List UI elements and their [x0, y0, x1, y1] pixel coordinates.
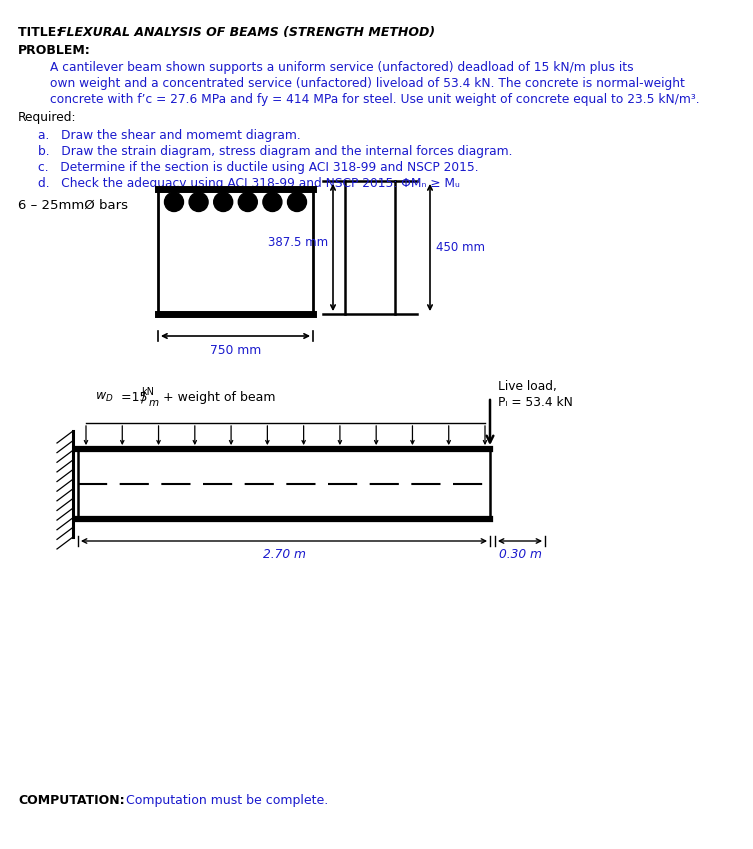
- Text: TITLE:: TITLE:: [18, 26, 66, 39]
- Bar: [78, 449, 490, 519]
- Text: Required:: Required:: [18, 111, 77, 124]
- Text: $m$: $m$: [148, 398, 160, 408]
- Circle shape: [238, 193, 258, 211]
- Text: 750 mm: 750 mm: [210, 344, 261, 357]
- Circle shape: [263, 193, 282, 211]
- Text: FLEXURAL ANALYSIS OF BEAMS (STRENGTH METHOD): FLEXURAL ANALYSIS OF BEAMS (STRENGTH MET…: [58, 26, 435, 39]
- Text: + weight of beam: + weight of beam: [159, 391, 276, 403]
- Text: 6 – 25mmØ bars: 6 – 25mmØ bars: [18, 199, 128, 212]
- Text: d.   Check the adequacy using ACI 318-99 and NSCP 2015: ΦMₙ ≥ Mᵤ: d. Check the adequacy using ACI 318-99 a…: [38, 177, 460, 190]
- Text: $w_D$: $w_D$: [95, 391, 114, 403]
- Circle shape: [288, 193, 306, 211]
- Text: own weight and a concentrated service (unfactored) liveload of 53.4 kN. The conc: own weight and a concentrated service (u…: [50, 77, 685, 90]
- Circle shape: [214, 193, 233, 211]
- Text: 387.5 mm: 387.5 mm: [268, 236, 328, 249]
- Text: concrete with f’c = 27.6 MPa and fy = 414 MPa for steel. Use unit weight of conc: concrete with f’c = 27.6 MPa and fy = 41…: [50, 93, 700, 106]
- Text: Computation must be complete.: Computation must be complete.: [118, 794, 328, 807]
- Text: Live load,: Live load,: [498, 380, 557, 393]
- Text: 2.70 m: 2.70 m: [263, 548, 306, 561]
- Circle shape: [164, 193, 184, 211]
- Text: PROBLEM:: PROBLEM:: [18, 44, 91, 57]
- Bar: [158, 189, 313, 314]
- Text: /: /: [141, 391, 145, 404]
- Text: c.   Determine if the section is ductile using ACI 318-99 and NSCP 2015.: c. Determine if the section is ductile u…: [38, 161, 479, 174]
- Circle shape: [189, 193, 208, 211]
- Text: Pₗ = 53.4 kN: Pₗ = 53.4 kN: [498, 396, 573, 409]
- Text: A cantilever beam shown supports a uniform service (unfactored) deadload of 15 k: A cantilever beam shown supports a unifo…: [50, 61, 633, 74]
- Text: b.   Draw the strain diagram, stress diagram and the internal forces diagram.: b. Draw the strain diagram, stress diagr…: [38, 145, 513, 158]
- Text: COMPUTATION:: COMPUTATION:: [18, 794, 125, 807]
- Text: a.   Draw the shear and momemt diagram.: a. Draw the shear and momemt diagram.: [38, 129, 300, 142]
- Text: =15: =15: [117, 391, 148, 403]
- Text: 450 mm: 450 mm: [436, 241, 485, 254]
- Text: kN: kN: [141, 387, 154, 397]
- Text: 0.30 m: 0.30 m: [498, 548, 541, 561]
